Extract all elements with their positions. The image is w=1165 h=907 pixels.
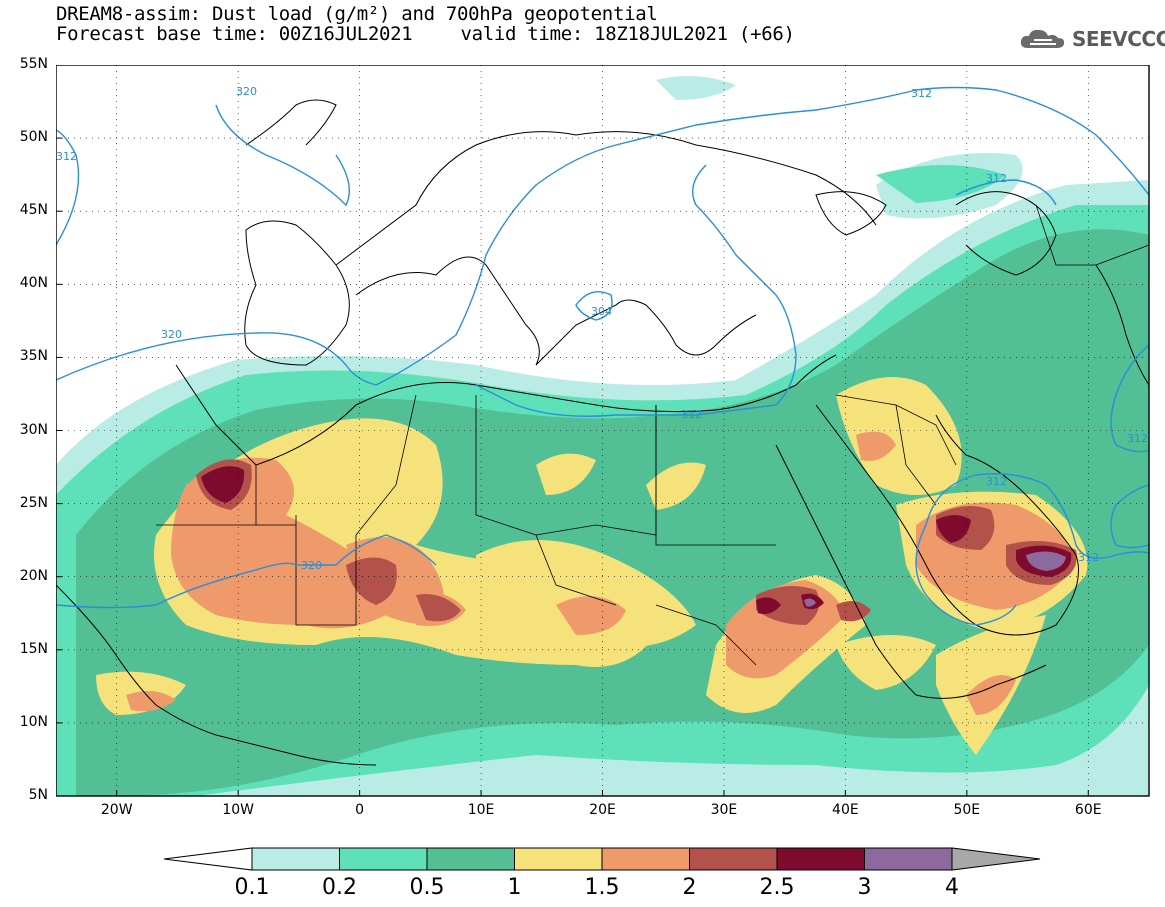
lat-tick-label: 40N (19, 275, 48, 292)
lon-tick-label: 0 (355, 802, 365, 818)
colorbar-triangle-low (163, 847, 253, 871)
colorbar-tick-label: 0.1 (235, 875, 270, 900)
lon-tick-label: 50E (953, 802, 981, 818)
lon-tick-label: 10W (222, 802, 254, 818)
colorbar-cell (601, 847, 690, 871)
lon-tick-label: 20W (100, 802, 133, 818)
colorbar-cell (864, 847, 953, 871)
colorbar-tick-label: 1.5 (585, 875, 620, 900)
contour-label: 320 (301, 559, 322, 572)
contour-labels: 320 312 312 304 320 312 312 320 312 312 … (56, 85, 1148, 572)
lat-tick-label: 45N (19, 202, 48, 219)
contour-label: 312 (986, 172, 1007, 185)
colorbar-cell (689, 847, 778, 871)
colorbar: 0.1 0.2 0.5 1 1.5 2 2.5 3 4 (163, 847, 1041, 900)
lat-tick-label: 50N (19, 129, 48, 146)
contour-label: 320 (161, 328, 182, 341)
contour-label: 312 (681, 408, 702, 421)
lat-tick-label: 15N (19, 640, 48, 657)
lat-tick-label: 5N (28, 787, 48, 803)
axis-ticks (56, 65, 1089, 797)
colorbar-tick-label: 1 (508, 875, 522, 900)
colorbar-cell (514, 847, 603, 871)
colorbar-cell (339, 847, 428, 871)
colorbar-tick-label: 2.5 (760, 875, 795, 900)
cloud-icon (1020, 29, 1065, 48)
country-borders (156, 204, 1149, 666)
lon-tick-label: 40E (832, 802, 859, 818)
lon-tick-label: 30E (710, 802, 738, 818)
colorbar-tick-label: 0.2 (322, 875, 357, 900)
colorbar-tick-label: 3 (858, 875, 872, 900)
valid-time: valid time: 18Z18JUL2021 (+66) (460, 23, 795, 45)
contour-label: 320 (236, 85, 257, 98)
geopotential-contours (56, 86, 1149, 626)
contour-label: 312 (56, 150, 77, 163)
colorbar-triangle-high (951, 847, 1041, 871)
lon-tick-label: 10E (467, 802, 495, 818)
title-line-1: DREAM8-assim: Dust load (g/m²) and 700hP… (56, 3, 658, 25)
seevccc-logo: SEEVCCC (1018, 24, 1165, 54)
lat-tick-label: 35N (19, 348, 48, 365)
contour-label: 312 (1127, 432, 1148, 445)
contour-label: 312 (911, 87, 932, 100)
title-line-2: Forecast base time: 00Z16JUL2021 valid ti… (56, 24, 795, 44)
colorbar-tick-label: 4 (945, 875, 959, 900)
forecast-base-time: Forecast base time: 00Z16JUL2021 (56, 23, 413, 45)
lon-tick-label: 20E (589, 802, 616, 818)
lat-tick-label: 55N (19, 56, 48, 72)
colorbar-cell (251, 847, 340, 871)
dust-load-map: 320 312 312 304 320 312 312 320 312 312 … (56, 65, 1150, 797)
contour-label: 312 (986, 475, 1007, 488)
colorbar-tick-label: 2 (683, 875, 697, 900)
contour-label: 304 (591, 305, 612, 318)
lat-tick-label: 10N (19, 713, 48, 730)
lat-tick-label: 30N (19, 421, 48, 438)
colorbar-cell (426, 847, 515, 871)
lon-tick-label: 60E (1074, 802, 1102, 818)
colorbar-tick-label: 0.5 (410, 875, 445, 900)
colorbar-cell (776, 847, 865, 871)
lat-tick-label: 25N (19, 494, 48, 511)
lat-tick-label: 20N (19, 567, 48, 584)
dust-field (56, 76, 1149, 796)
logo-text: SEEVCCC (1072, 27, 1165, 51)
